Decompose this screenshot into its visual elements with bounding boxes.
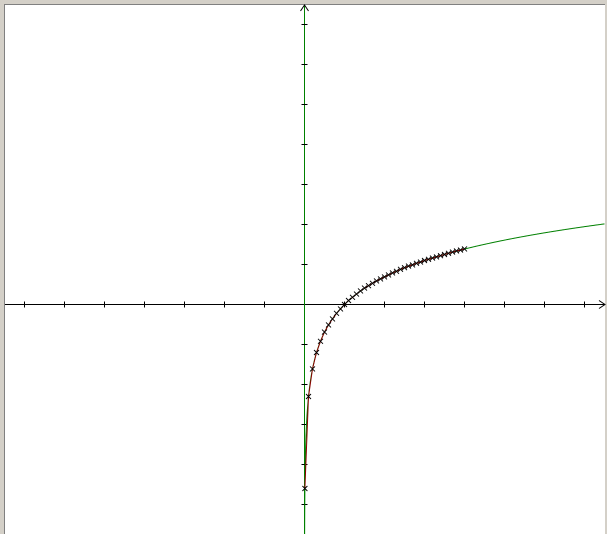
data-point xyxy=(445,250,452,257)
data-point xyxy=(413,260,420,267)
y-axis-arrow xyxy=(300,4,309,12)
data-line xyxy=(304,248,465,489)
data-point xyxy=(377,276,384,282)
data-point xyxy=(337,306,344,312)
x-axis-arrow xyxy=(598,300,606,309)
data-point xyxy=(393,268,400,275)
data-point xyxy=(357,288,364,294)
data-point xyxy=(449,249,456,255)
data-point xyxy=(405,263,412,269)
data-point xyxy=(441,251,448,258)
data-point xyxy=(409,262,416,268)
data-point xyxy=(369,280,376,287)
data-point xyxy=(305,393,312,400)
function-curve xyxy=(304,223,605,534)
data-point xyxy=(373,278,380,284)
data-point xyxy=(433,254,440,260)
data-point xyxy=(417,259,424,265)
data-point xyxy=(401,264,408,271)
data-point xyxy=(313,349,320,356)
data-point xyxy=(329,316,336,322)
data-point xyxy=(321,329,328,335)
data-point xyxy=(429,255,436,261)
data-point xyxy=(381,274,388,280)
data-point xyxy=(317,338,324,345)
data-point xyxy=(365,282,372,289)
data-point xyxy=(349,294,356,301)
data-point xyxy=(425,256,432,263)
data-point xyxy=(457,247,464,253)
data-point xyxy=(385,272,392,278)
data-point xyxy=(389,270,396,276)
data-point xyxy=(437,252,444,259)
data-point xyxy=(302,485,308,492)
data-point xyxy=(333,310,340,317)
data-point xyxy=(397,266,404,273)
data-point xyxy=(461,246,468,252)
data-point xyxy=(361,285,368,291)
data-point xyxy=(345,297,352,304)
data-point xyxy=(353,291,360,297)
data-point xyxy=(421,257,428,264)
data-point xyxy=(309,366,316,372)
data-point xyxy=(325,322,332,328)
